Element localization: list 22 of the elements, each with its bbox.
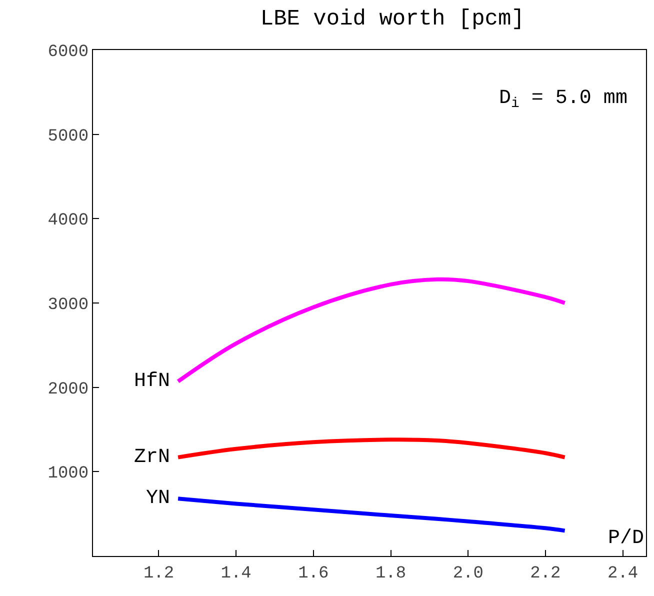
- x-tick-label: 2.0: [452, 564, 484, 584]
- y-tick-label: 5000: [48, 127, 89, 146]
- x-tick-label: 2.2: [530, 564, 561, 584]
- x-tick-label: 1.4: [220, 564, 252, 584]
- annotation: D$_{i}$ = 5.0 mm: [499, 87, 628, 112]
- y-tick-label: 1000: [48, 464, 89, 484]
- y-tick-label: 2000: [48, 380, 89, 400]
- line-series: [176, 438, 567, 460]
- x-axis-title: P/D: [608, 527, 644, 550]
- y-tick-label: 6000: [48, 42, 89, 62]
- series-label: ZrN: [134, 446, 170, 469]
- y-tick-label: 3000: [48, 296, 89, 315]
- x-tick-label: 1.2: [143, 564, 174, 584]
- x-tick-label: 1.8: [375, 564, 406, 584]
- chart-title: LBE void worth [pcm]: [260, 6, 524, 32]
- x-tick-label: 2.4: [607, 564, 638, 584]
- series-label: YN: [146, 487, 170, 510]
- y-tick-label: 4000: [48, 212, 89, 231]
- line-series: [176, 496, 567, 533]
- x-tick-label: 1.6: [298, 564, 329, 584]
- series-label: HfN: [134, 370, 170, 393]
- line-series: [176, 277, 567, 384]
